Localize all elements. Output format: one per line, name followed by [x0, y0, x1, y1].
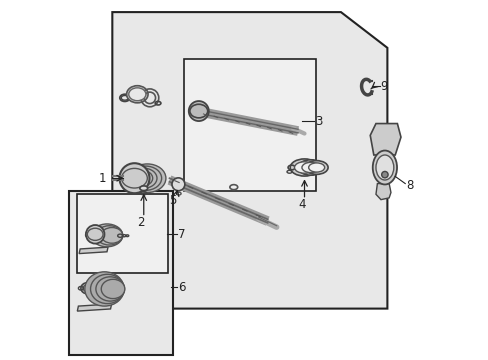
Ellipse shape [96, 277, 124, 301]
Ellipse shape [131, 170, 152, 186]
Text: 7: 7 [178, 228, 185, 241]
Ellipse shape [126, 86, 148, 103]
Circle shape [172, 178, 184, 191]
Bar [69, 191, 173, 355]
Polygon shape [369, 123, 400, 155]
Ellipse shape [84, 272, 124, 306]
Ellipse shape [91, 224, 122, 247]
Text: 5: 5 [168, 194, 176, 207]
Ellipse shape [101, 279, 124, 298]
Ellipse shape [128, 164, 165, 193]
Circle shape [86, 225, 104, 244]
Ellipse shape [375, 155, 393, 180]
Polygon shape [112, 12, 386, 309]
Ellipse shape [130, 168, 157, 188]
Ellipse shape [90, 274, 124, 303]
Ellipse shape [129, 166, 162, 190]
Text: 8: 8 [406, 179, 413, 192]
Circle shape [188, 101, 208, 121]
Circle shape [119, 163, 149, 193]
Ellipse shape [128, 88, 145, 101]
Ellipse shape [298, 160, 323, 175]
Polygon shape [79, 247, 108, 253]
Polygon shape [375, 184, 390, 200]
Text: 4: 4 [298, 198, 305, 211]
Ellipse shape [305, 161, 327, 174]
Ellipse shape [101, 228, 122, 243]
Bar [183, 59, 315, 191]
Ellipse shape [96, 226, 122, 245]
Polygon shape [77, 304, 111, 311]
Ellipse shape [140, 186, 147, 190]
Ellipse shape [308, 163, 324, 172]
Text: 1: 1 [99, 172, 106, 185]
Ellipse shape [372, 150, 396, 184]
Ellipse shape [294, 162, 314, 173]
Circle shape [381, 171, 387, 178]
Text: 2: 2 [137, 216, 144, 229]
Ellipse shape [290, 159, 318, 176]
Ellipse shape [301, 162, 319, 173]
Bar [77, 194, 167, 273]
Ellipse shape [81, 283, 95, 294]
Text: 3: 3 [315, 114, 322, 127]
Text: 9: 9 [380, 80, 387, 93]
Text: 6: 6 [178, 281, 185, 294]
Ellipse shape [83, 285, 93, 292]
